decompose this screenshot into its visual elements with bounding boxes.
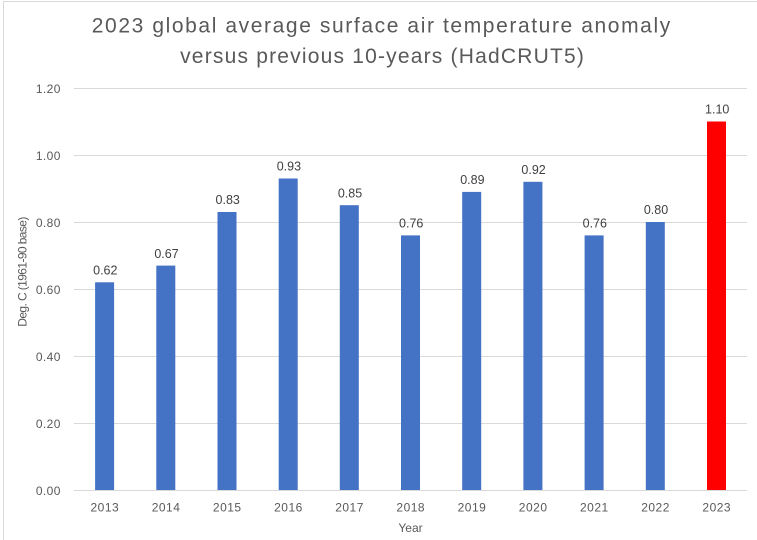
- svg-text:0.80: 0.80: [36, 216, 61, 230]
- svg-text:2014: 2014: [152, 501, 181, 515]
- svg-text:0.83: 0.83: [216, 193, 240, 207]
- svg-text:0.92: 0.92: [521, 163, 545, 177]
- svg-text:Year: Year: [398, 521, 422, 535]
- svg-text:2021: 2021: [580, 501, 609, 515]
- svg-text:2015: 2015: [213, 501, 242, 515]
- svg-text:2016: 2016: [274, 501, 303, 515]
- svg-text:1.20: 1.20: [36, 82, 61, 96]
- svg-text:0.20: 0.20: [36, 417, 61, 431]
- svg-text:2019: 2019: [458, 501, 487, 515]
- svg-text:2023 global average surface ai: 2023 global average surface air temperat…: [92, 15, 672, 38]
- svg-text:0.40: 0.40: [36, 350, 61, 364]
- svg-text:2013: 2013: [90, 501, 119, 515]
- svg-text:Deg. C (1961-90 base): Deg. C (1961-90 base): [16, 217, 30, 327]
- svg-text:2017: 2017: [335, 501, 364, 515]
- svg-text:2018: 2018: [396, 501, 425, 515]
- svg-text:versus previous 10-years (HadC: versus previous 10-years (HadCRUT5): [180, 45, 585, 68]
- svg-text:0.62: 0.62: [93, 264, 117, 278]
- svg-text:0.89: 0.89: [460, 173, 484, 187]
- svg-text:0.80: 0.80: [644, 203, 668, 217]
- svg-text:1.00: 1.00: [36, 149, 61, 163]
- svg-text:2023: 2023: [702, 501, 731, 515]
- svg-text:0.67: 0.67: [154, 247, 178, 261]
- svg-text:0.93: 0.93: [277, 160, 301, 174]
- svg-text:0.76: 0.76: [399, 217, 423, 231]
- svg-text:0.60: 0.60: [36, 283, 61, 297]
- svg-text:1.10: 1.10: [705, 103, 729, 117]
- svg-text:2020: 2020: [519, 501, 548, 515]
- svg-text:0.76: 0.76: [583, 217, 607, 231]
- svg-text:2022: 2022: [641, 501, 670, 515]
- svg-text:0.85: 0.85: [338, 186, 362, 200]
- svg-text:0.00: 0.00: [36, 484, 61, 498]
